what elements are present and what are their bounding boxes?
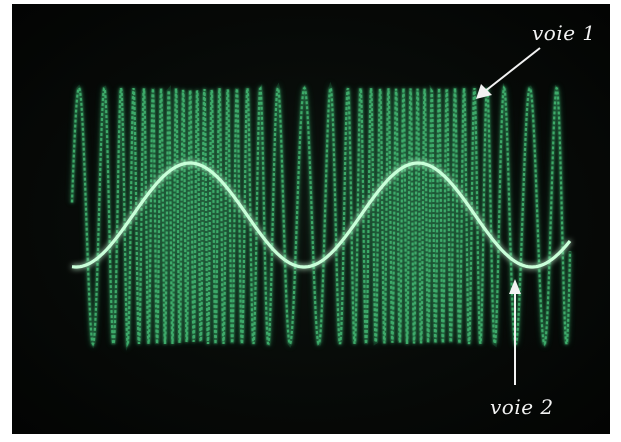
voie1-arrow-line [483, 47, 541, 93]
voie2-label: voie 2 [490, 395, 554, 419]
fm-signal-trace [70, 84, 572, 348]
sine-signal-trace [71, 161, 572, 269]
voie2-arrow-head [509, 279, 521, 294]
voie1-arrow-head [476, 84, 492, 99]
voie1-annotation: voie 1 [476, 21, 596, 99]
voie2-annotation: voie 2 [490, 279, 554, 419]
voie1-label: voie 1 [532, 21, 596, 45]
